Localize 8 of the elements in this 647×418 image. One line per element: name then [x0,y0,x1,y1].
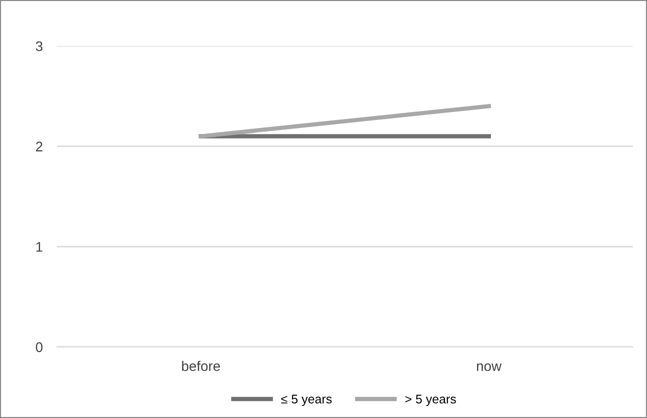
y-tick-label: 3 [36,41,42,52]
y-tick-label: 0 [36,342,43,352]
legend-label: ≤ 5 years [281,394,332,406]
x-tick-label: now [476,363,502,372]
y-tick-label: 1 [36,242,42,252]
legend-label: > 5 years [405,394,456,406]
y-tick-label: 2 [36,142,42,152]
x-tick-label: before [182,360,220,372]
